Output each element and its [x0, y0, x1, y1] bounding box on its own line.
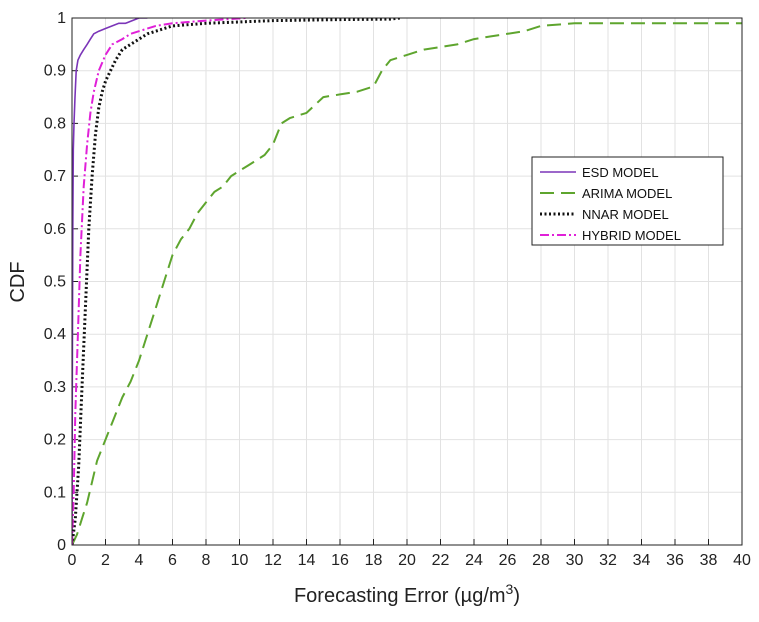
- legend-entry: HYBRID MODEL: [582, 228, 681, 243]
- legend: ESD MODEL ARIMA MODEL NNAR MODEL HYBRID MOD…: [531, 156, 724, 246]
- y-tick-label: 0.3: [44, 379, 66, 396]
- x-tick-label: 32: [599, 552, 617, 569]
- grid-lines: [71, 17, 743, 546]
- x-tick-label: 16: [331, 552, 349, 569]
- x-tick-label: 28: [532, 552, 550, 569]
- x-tick-label: 36: [666, 552, 684, 569]
- x-tick-label: 12: [264, 552, 282, 569]
- x-tick-label: 10: [231, 552, 249, 569]
- y-tick-label: 0.1: [44, 484, 66, 501]
- x-tick-label: 22: [432, 552, 450, 569]
- y-tick-label: 0.5: [44, 274, 66, 291]
- x-tick-label: 18: [365, 552, 383, 569]
- y-tick-label: 0: [57, 537, 66, 554]
- y-tick-label: 0.8: [44, 115, 66, 132]
- y-tick-label: 0.6: [44, 221, 66, 238]
- x-tick-label: 38: [700, 552, 718, 569]
- x-tick-label: 30: [566, 552, 584, 569]
- y-tick-label: 0.7: [44, 168, 66, 185]
- x-axis-label-close: ): [513, 585, 520, 607]
- x-tick-label: 20: [398, 552, 416, 569]
- x-axis-label-superscript: 3: [506, 581, 514, 597]
- series-line-esd-model: [72, 18, 148, 545]
- legend-entry: ESD MODEL: [582, 165, 659, 180]
- y-tick-label: 0.9: [44, 63, 66, 80]
- x-tick-label: 24: [465, 552, 483, 569]
- legend-entry: NNAR MODEL: [582, 207, 669, 222]
- plot-frame: [71, 17, 743, 546]
- y-axis-label: CDF: [7, 261, 29, 302]
- x-tick-label: 14: [298, 552, 316, 569]
- x-tick-label: 26: [499, 552, 517, 569]
- y-tick-label: 0.4: [44, 326, 66, 343]
- x-axis-label: Forecasting Error (µg/m3): [294, 581, 520, 607]
- series-line-arima-model: [72, 22, 742, 545]
- x-tick-labels: 0 2 4 6 8 10 12 14 16 18 20 22 24 26 28 30 32 34 36 38 40: [68, 552, 751, 569]
- series-line-nnar-model: [72, 18, 401, 545]
- series-line-hybrid-model: [72, 18, 247, 545]
- y-tick-labels: 0 0.1 0.2 0.3 0.4 0.5 0.6 0.7 0.8 0.9 1: [44, 10, 66, 554]
- x-tick-label: 2: [101, 552, 110, 569]
- x-tick-label: 4: [135, 552, 144, 569]
- x-tick-label: 40: [733, 552, 751, 569]
- x-axis-label-text: Forecasting Error (µg/m: [294, 585, 506, 607]
- x-tick-label: 6: [168, 552, 177, 569]
- x-tick-label: 8: [202, 552, 211, 569]
- series-lines: [72, 18, 742, 545]
- x-tick-label: 0: [68, 552, 77, 569]
- y-tick-label: 0.2: [44, 432, 66, 449]
- legend-entry: ARIMA MODEL: [582, 186, 672, 201]
- y-tick-label: 1: [57, 10, 66, 27]
- x-tick-label: 34: [633, 552, 651, 569]
